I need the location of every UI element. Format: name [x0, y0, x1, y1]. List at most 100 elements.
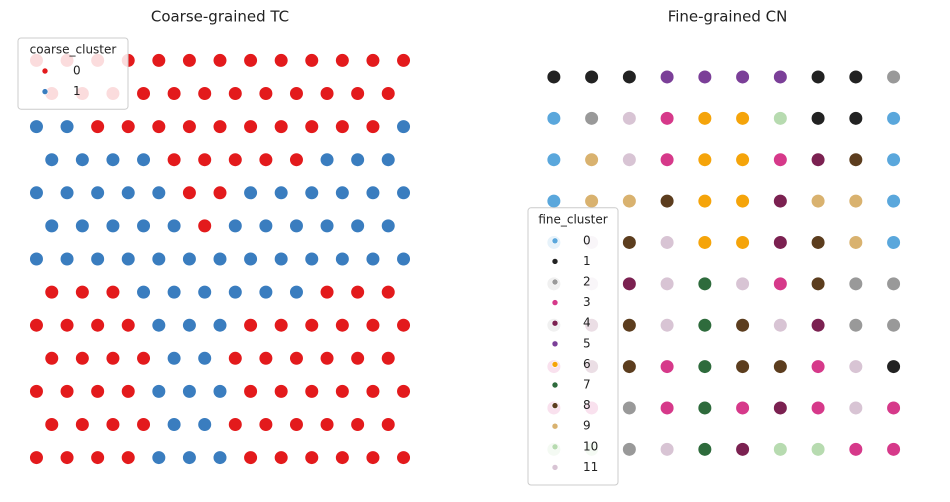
point — [334, 52, 350, 68]
point — [735, 110, 751, 126]
legend-label: 6 — [583, 357, 591, 371]
point — [243, 52, 259, 68]
point — [334, 119, 350, 135]
point — [28, 251, 44, 267]
point — [181, 317, 197, 333]
point — [44, 152, 60, 168]
point — [380, 416, 396, 432]
point — [304, 317, 320, 333]
point — [181, 119, 197, 135]
point — [181, 383, 197, 399]
point — [227, 416, 243, 432]
point — [59, 251, 75, 267]
point — [258, 86, 274, 102]
point — [334, 383, 350, 399]
point — [772, 441, 788, 457]
point — [105, 218, 121, 234]
point — [659, 317, 675, 333]
point — [212, 52, 228, 68]
legend-label: 5 — [583, 336, 591, 350]
point — [227, 284, 243, 300]
point — [886, 359, 902, 375]
point — [288, 218, 304, 234]
point — [136, 86, 152, 102]
point — [304, 119, 320, 135]
point — [886, 193, 902, 209]
point — [886, 110, 902, 126]
point — [227, 86, 243, 102]
point — [304, 52, 320, 68]
point — [59, 317, 75, 333]
point — [735, 193, 751, 209]
point — [697, 69, 713, 85]
point — [848, 359, 864, 375]
point — [810, 400, 826, 416]
point — [659, 110, 675, 126]
legend: fine_cluster 0 1 2 3 4 5 6 7 8 9 10 11 — [527, 207, 619, 486]
point — [319, 284, 335, 300]
point — [151, 317, 167, 333]
point — [735, 317, 751, 333]
point — [197, 284, 213, 300]
point — [735, 234, 751, 250]
point — [227, 218, 243, 234]
legend-label: 11 — [583, 460, 598, 474]
point — [59, 450, 75, 466]
point — [197, 350, 213, 366]
point — [273, 119, 289, 135]
point — [136, 218, 152, 234]
point — [59, 383, 75, 399]
point — [181, 450, 197, 466]
point — [212, 251, 228, 267]
point — [772, 152, 788, 168]
legend-box — [527, 207, 619, 486]
point — [319, 152, 335, 168]
point — [546, 152, 562, 168]
point — [288, 284, 304, 300]
point — [380, 284, 396, 300]
legend-label: 1 — [583, 254, 591, 268]
point — [59, 119, 75, 135]
point — [621, 234, 637, 250]
point — [810, 110, 826, 126]
point — [365, 52, 381, 68]
point — [90, 119, 106, 135]
point — [886, 152, 902, 168]
point — [197, 218, 213, 234]
point — [181, 251, 197, 267]
point — [258, 218, 274, 234]
point — [151, 52, 167, 68]
point — [304, 450, 320, 466]
point — [334, 317, 350, 333]
point — [659, 359, 675, 375]
point — [243, 251, 259, 267]
point — [697, 359, 713, 375]
point — [735, 400, 751, 416]
legend-marker — [551, 299, 559, 306]
point — [396, 251, 412, 267]
point — [659, 152, 675, 168]
point — [810, 359, 826, 375]
point — [288, 350, 304, 366]
legend-marker — [551, 258, 559, 265]
point — [273, 185, 289, 201]
point — [772, 193, 788, 209]
point — [772, 234, 788, 250]
point — [74, 152, 90, 168]
point — [350, 416, 366, 432]
point — [659, 234, 675, 250]
point — [396, 450, 412, 466]
point — [44, 350, 60, 366]
point — [584, 69, 600, 85]
legend-label: 9 — [583, 419, 591, 433]
point — [197, 86, 213, 102]
point — [886, 234, 902, 250]
legend-label: 2 — [583, 275, 591, 289]
point — [136, 350, 152, 366]
point — [28, 317, 44, 333]
point — [848, 276, 864, 292]
point — [273, 251, 289, 267]
point — [848, 441, 864, 457]
point — [810, 317, 826, 333]
point — [334, 251, 350, 267]
